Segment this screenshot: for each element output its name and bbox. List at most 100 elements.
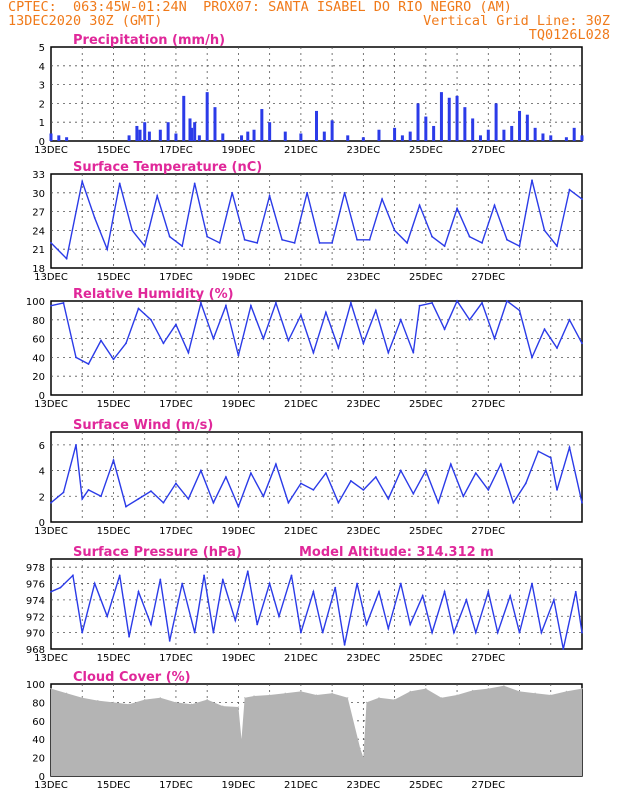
precip-bar xyxy=(478,135,482,141)
rh-point xyxy=(175,323,177,326)
pressure-ytick-label: 970 xyxy=(26,629,45,640)
wind-title: Surface Wind (m/s) xyxy=(73,418,213,433)
precip-bar xyxy=(580,135,584,141)
precip-ytick-label: 5 xyxy=(39,43,45,54)
precip-bar xyxy=(315,110,318,141)
cloud-ytick-label: 40 xyxy=(32,735,45,746)
wind-point xyxy=(162,501,165,504)
temp-point xyxy=(318,242,321,244)
wind-point xyxy=(237,505,240,508)
wind-point xyxy=(568,446,571,449)
temp-ytick-label: 24 xyxy=(32,226,45,237)
rh-point xyxy=(237,354,240,357)
temp-point xyxy=(256,242,259,244)
wind-xtick-label: 15DEC xyxy=(97,526,131,537)
rh-point xyxy=(518,309,521,312)
temp-point xyxy=(181,245,184,247)
wind-point xyxy=(299,482,302,485)
pressure-point xyxy=(299,631,302,634)
cloud-xtick-label: 17DEC xyxy=(159,780,193,791)
pressure-xtick-label: 13DEC xyxy=(34,653,68,664)
pressure-point xyxy=(443,590,446,593)
cloud-ytick-label: 80 xyxy=(32,698,45,709)
rh-ytick-label: 100 xyxy=(26,297,45,308)
wind-xtick-label: 19DEC xyxy=(222,526,256,537)
precip-bar xyxy=(143,122,147,141)
pressure-point xyxy=(487,590,490,593)
pressure-xtick-label: 15DEC xyxy=(97,653,131,664)
pressure-point xyxy=(212,631,215,634)
cloud-xtick-label: 27DEC xyxy=(471,780,505,791)
precip-bar xyxy=(432,125,436,141)
cloud-point xyxy=(237,706,240,708)
precip-bar xyxy=(190,127,194,141)
cloud-ytick-label: 60 xyxy=(32,717,45,728)
pressure-point xyxy=(106,615,109,618)
rh-point xyxy=(387,351,390,354)
temp-point xyxy=(556,245,558,247)
cloud-point xyxy=(244,697,246,699)
temp-point xyxy=(393,229,396,232)
rh-point xyxy=(481,301,483,304)
pressure-ytick-label: 978 xyxy=(26,563,45,574)
rh-xtick-label: 17DEC xyxy=(159,399,193,410)
pressure-point xyxy=(552,599,555,601)
pressure-point xyxy=(181,582,184,585)
pressure-altitude-label: Model Altitude: 314.312 m xyxy=(299,545,494,560)
rh-series-line xyxy=(50,299,583,365)
wind-point xyxy=(250,472,252,475)
wind-xtick-label: 21DEC xyxy=(284,526,318,537)
temp-ytick-label: 18 xyxy=(32,264,45,275)
rh-point xyxy=(100,339,102,342)
cloud-point xyxy=(393,699,396,701)
pressure-point xyxy=(531,582,533,585)
rh-xtick-label: 27DEC xyxy=(471,399,505,410)
temp-point xyxy=(506,238,508,241)
cloud-point xyxy=(550,694,552,696)
rh-xtick-label: 21DEC xyxy=(284,399,318,410)
temp-point xyxy=(356,238,359,241)
cloud-point xyxy=(240,738,243,740)
cloud-point xyxy=(284,692,286,694)
temp-point xyxy=(131,229,134,232)
temp-point xyxy=(281,238,284,241)
pressure-point xyxy=(290,574,293,577)
rh-point xyxy=(287,339,290,342)
cloud-point xyxy=(50,688,52,690)
pressure-point xyxy=(150,623,152,626)
cloud-point xyxy=(144,699,146,701)
wind-point xyxy=(337,501,340,504)
precip-bar xyxy=(572,127,576,141)
rh-xtick-label: 15DEC xyxy=(97,399,131,410)
temp-point xyxy=(431,235,433,238)
cloud-xtick-label: 13DEC xyxy=(34,780,68,791)
precip-bar xyxy=(283,131,287,141)
wind-xtick-label: 25DEC xyxy=(409,526,443,537)
cloud-point xyxy=(378,697,380,699)
wind-ytick-label: 4 xyxy=(39,467,45,478)
cloud-point xyxy=(315,694,318,696)
wind-point xyxy=(81,497,84,500)
rh-point xyxy=(468,318,471,321)
cloud-xtick-label: 21DEC xyxy=(284,780,318,791)
wind-point xyxy=(50,501,52,504)
rh-point xyxy=(568,318,571,321)
rh-ytick-label: 80 xyxy=(32,316,45,327)
precip-bar xyxy=(188,118,192,141)
header-date: 13DEC2020 30Z (GMT) xyxy=(8,13,163,29)
rh-point xyxy=(187,351,190,354)
wind-point xyxy=(175,482,177,485)
temp-point xyxy=(368,238,371,241)
cloud-point xyxy=(159,697,161,699)
rh-point xyxy=(62,301,65,304)
wind-point xyxy=(362,488,365,491)
precip-bar xyxy=(166,122,170,141)
cloud-point xyxy=(331,692,333,694)
wind-xtick-label: 17DEC xyxy=(159,526,193,537)
cloud-ytick-label: 0 xyxy=(39,772,45,783)
wind-point xyxy=(374,476,377,478)
pressure-point xyxy=(562,648,565,650)
cloud-point xyxy=(359,747,361,750)
pressure-point xyxy=(256,623,259,626)
